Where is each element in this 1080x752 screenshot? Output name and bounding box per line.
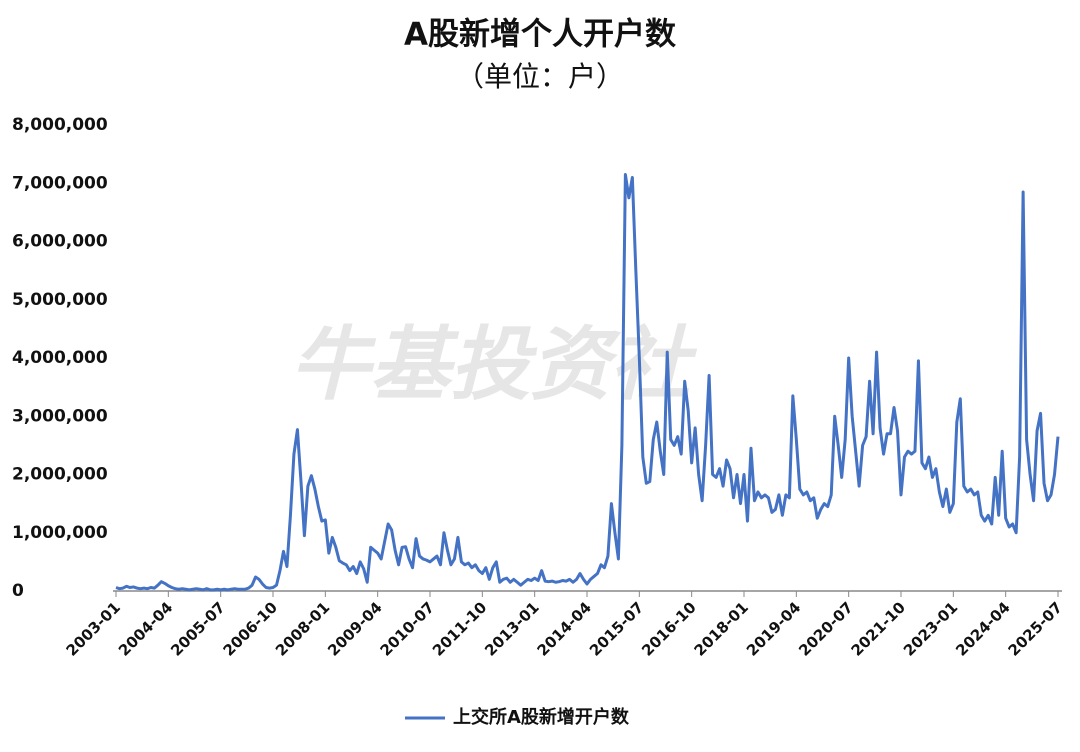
x-tick-label: 2014-04 [534, 598, 595, 659]
x-tick-label: 2009-04 [324, 598, 385, 659]
x-tick-label: 2019-04 [743, 598, 804, 659]
x-tick-label: 2010-07 [377, 598, 438, 659]
x-tick-label: 2005-07 [167, 598, 228, 659]
y-tick-label: 0 [12, 581, 24, 601]
chart-title: A股新增个人开户数 [404, 17, 676, 53]
y-tick-label: 7,000,000 [12, 173, 108, 193]
x-tick-label: 2013-01 [481, 598, 542, 659]
x-tick-label: 2025-07 [1005, 598, 1066, 659]
x-tick-label: 2018-01 [691, 598, 752, 659]
x-tick-label: 2021-10 [848, 598, 909, 659]
y-tick-label: 6,000,000 [12, 232, 108, 252]
y-tick-label: 8,000,000 [12, 115, 108, 135]
x-tick-label: 2008-01 [272, 598, 333, 659]
data-line [115, 173, 1060, 592]
x-tick-label: 2003-01 [63, 598, 124, 659]
watermark: 牛基投资社 [290, 318, 698, 411]
chart-subtitle: （单位：户） [456, 60, 624, 93]
y-tick-label: 3,000,000 [12, 406, 108, 426]
x-tick-label: 2006-10 [220, 598, 281, 659]
x-tick-label: 2004-04 [115, 598, 176, 659]
x-tick-label: 2024-04 [952, 598, 1013, 659]
x-tick-label: 2015-07 [586, 598, 647, 659]
x-tick-label: 2011-10 [429, 598, 490, 659]
y-tick-label: 1,000,000 [12, 523, 108, 543]
x-tick-label: 2016-10 [638, 598, 699, 659]
x-tick-label: 2020-07 [795, 598, 856, 659]
x-tick-label: 2023-01 [900, 598, 961, 659]
legend-label: 上交所A股新增开户数 [453, 706, 630, 728]
y-tick-label: 5,000,000 [12, 290, 108, 310]
y-tick-label: 2,000,000 [12, 465, 108, 485]
y-tick-label: 4,000,000 [12, 348, 108, 368]
